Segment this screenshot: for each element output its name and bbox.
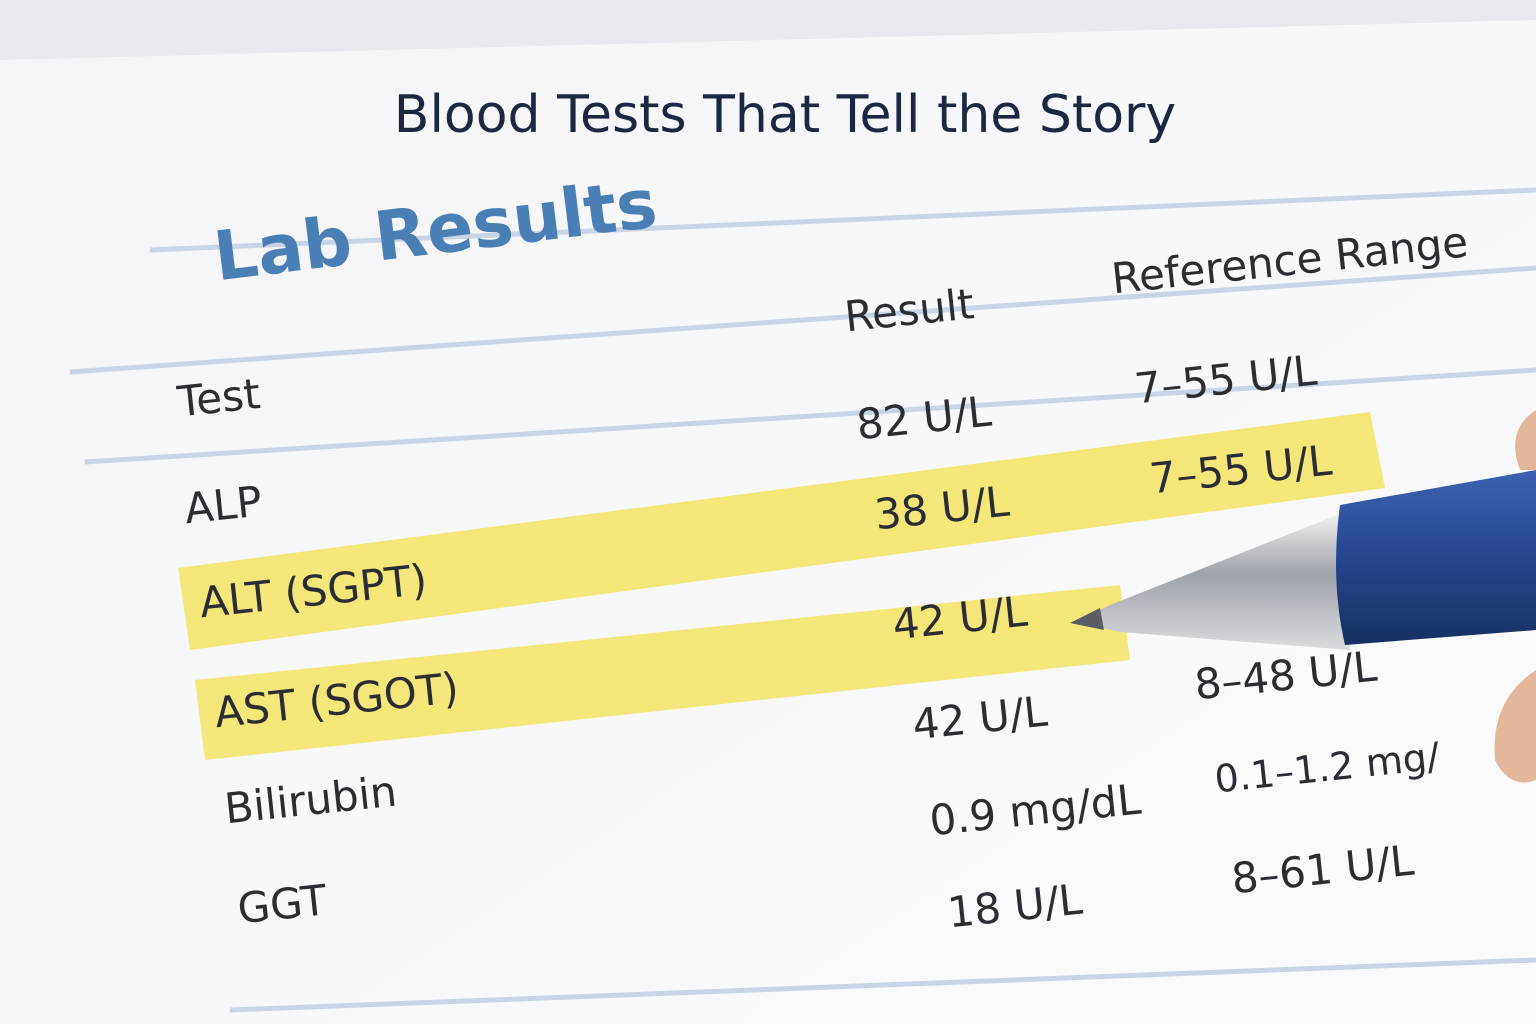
test-name: GGT <box>235 875 329 933</box>
pen <box>1070 470 1536 650</box>
title: Blood Tests That Tell the Story <box>394 85 1176 145</box>
paper-edge <box>0 0 1536 60</box>
pen-body <box>1336 470 1536 645</box>
rule-line <box>69 265 1536 375</box>
highlight <box>195 585 1130 760</box>
finger <box>1494 670 1536 783</box>
highlight <box>178 412 1385 650</box>
rule-line <box>84 367 1536 465</box>
pen-tip <box>1070 608 1104 630</box>
header: Test <box>174 369 262 426</box>
pen-cone <box>1075 512 1350 650</box>
rule-line <box>229 957 1536 1013</box>
rule-lines <box>69 187 1536 1013</box>
finger <box>1515 410 1536 470</box>
test-name: ALP <box>182 477 264 534</box>
rule-line <box>149 187 1536 253</box>
